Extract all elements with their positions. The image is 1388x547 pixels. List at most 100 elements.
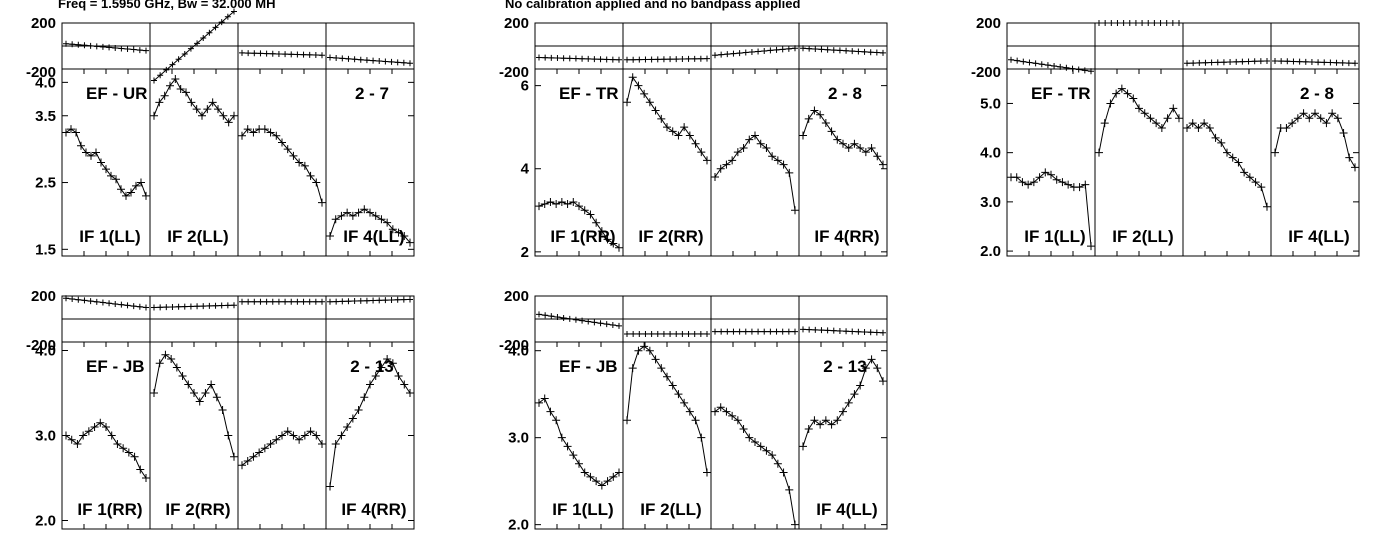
amplitude-point (255, 448, 264, 457)
amplitude-point (674, 131, 683, 140)
amplitude-point (318, 198, 326, 207)
amplitude-point (388, 225, 397, 234)
amplitude-point (178, 372, 187, 380)
amplitude-point (377, 363, 386, 372)
amplitude-series (153, 353, 235, 457)
if-label: IF 1(LL) (552, 500, 613, 519)
amplitude-point (816, 110, 825, 119)
amplitude-point (354, 208, 363, 217)
amplitude-point (716, 164, 725, 173)
amplitude-point (1288, 119, 1297, 128)
amplitude-point (603, 477, 612, 486)
amplitude-point (214, 105, 222, 114)
amplitude-point (400, 380, 409, 389)
amplitude-point (348, 211, 357, 220)
amplitude-point (283, 145, 292, 154)
amplitude-tick-label: 2.0 (980, 243, 1001, 260)
amplitude-point (1351, 163, 1359, 172)
phase-series (1010, 59, 1092, 72)
antenna-pair-label: 2 - 7 (355, 84, 389, 103)
amplitude-point (597, 227, 606, 236)
phase-tick-label: 200 (504, 15, 529, 32)
amplitude-point (785, 168, 794, 177)
phase-series (626, 58, 708, 61)
amplitude-point (102, 423, 110, 431)
amplitude-point (762, 143, 771, 152)
amplitude-point (238, 131, 246, 140)
amplitude-point (203, 105, 212, 114)
amplitude-point (703, 156, 711, 165)
amplitude-point (697, 148, 706, 157)
amplitude-point (62, 431, 70, 440)
if-label: IF 1(LL) (79, 227, 140, 246)
if-label: IF 4(LL) (816, 500, 877, 519)
amplitude-point (219, 111, 228, 120)
amplitude-tick-label: 3.0 (508, 430, 529, 447)
amplitude-point (1152, 119, 1161, 128)
amplitude-point (1095, 148, 1103, 157)
amplitude-point (198, 111, 206, 120)
amplitude-point (879, 160, 887, 169)
amplitude-point (1183, 124, 1191, 133)
amplitude-point (873, 152, 882, 161)
amplitude-point (697, 433, 706, 442)
amplitude-point (383, 218, 392, 227)
phase-tick-label: 200 (31, 15, 56, 32)
amplitude-point (569, 451, 578, 460)
amplitude-point (668, 381, 677, 390)
amplitude-point (839, 139, 847, 148)
amplitude-point (1012, 173, 1021, 182)
amplitude-point (552, 200, 561, 209)
amplitude-point (580, 468, 589, 477)
amplitude-series (626, 76, 708, 161)
if-label: IF 1(RR) (77, 500, 142, 519)
amplitude-point (77, 141, 85, 150)
amplitude-point (394, 372, 403, 380)
amplitude-point (371, 211, 380, 220)
phase-tick-label: -200 (26, 337, 56, 354)
amplitude-point (645, 346, 654, 355)
amplitude-tick-label: 4.0 (35, 343, 56, 360)
amplitude-tick-label: 5.0 (980, 95, 1001, 112)
amplitude-point (331, 440, 340, 448)
amplitude-point (266, 128, 275, 137)
amplitude-point (1140, 109, 1149, 118)
amplitude-point (79, 431, 88, 440)
amplitude-point (1263, 202, 1271, 211)
amplitude-point (1271, 148, 1279, 157)
amplitude-point (122, 191, 130, 200)
amplitude-point (575, 202, 583, 211)
amplitude-point (192, 105, 201, 114)
amplitude-tick-label: 2.5 (35, 175, 56, 192)
baseline-label: EF - TR (559, 84, 619, 103)
amplitude-point (586, 210, 595, 219)
amplitude-point (1052, 175, 1061, 184)
amplitude-point (360, 393, 369, 402)
amplitude-point (1135, 104, 1143, 113)
amplitude-point (609, 239, 618, 248)
amplitude-point (810, 106, 819, 115)
amplitude-point (674, 390, 683, 399)
amplitude-point (1029, 178, 1038, 187)
amplitude-point (773, 459, 782, 468)
amplitude-point (295, 435, 304, 444)
amplitude-point (266, 440, 275, 448)
if-label: IF 2(LL) (167, 227, 228, 246)
amplitude-point (230, 452, 238, 461)
amplitude-point (72, 128, 80, 137)
amplitude-point (73, 440, 82, 448)
amplitude-tick-label: 6 (521, 78, 529, 95)
amplitude-point (343, 208, 352, 217)
amplitude-point (243, 125, 252, 134)
amplitude-point (107, 171, 115, 180)
amplitude-point (745, 135, 754, 144)
amplitude-point (172, 363, 181, 372)
amplitude-point (751, 131, 759, 140)
amplitude-point (1240, 168, 1249, 177)
if-label: IF 1(RR) (550, 227, 615, 246)
amplitude-point (575, 459, 583, 468)
amplitude-point (663, 372, 671, 381)
amplitude-point (337, 431, 346, 440)
amplitude-point (597, 481, 606, 490)
amplitude-point (150, 111, 158, 120)
